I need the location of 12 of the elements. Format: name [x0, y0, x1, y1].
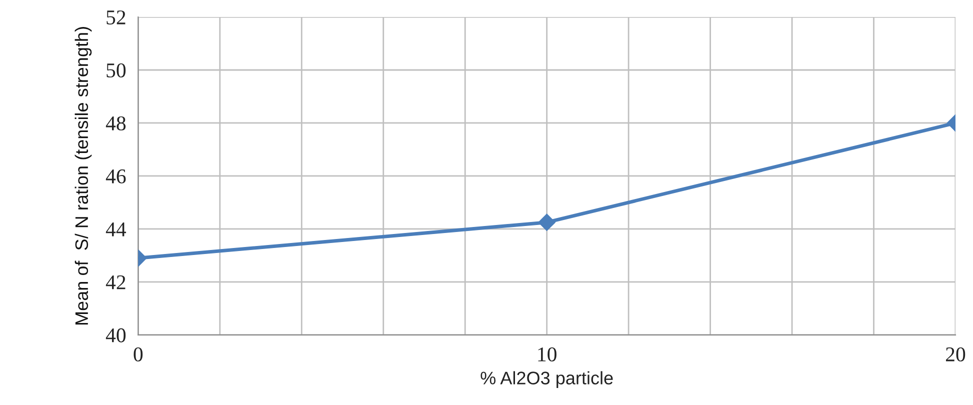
- y-tick-label: 50: [106, 63, 126, 78]
- y-tick-label: 42: [106, 275, 126, 290]
- x-tick-label: 10: [538, 347, 556, 362]
- y-tick-label: 48: [106, 116, 126, 130]
- x-tick-label: 0: [134, 347, 143, 362]
- y-tick-label: 44: [106, 222, 126, 236]
- x-axis-title: % Al2O3 particle: [480, 371, 613, 388]
- y-axis-title: Mean of S/ N ration (tensile strength): [74, 27, 92, 325]
- y-tick-label: 46: [106, 169, 126, 184]
- x-tick-label: 20: [946, 347, 966, 362]
- y-tick-label: 52: [106, 10, 126, 24]
- y-tick-label: 40: [106, 328, 126, 342]
